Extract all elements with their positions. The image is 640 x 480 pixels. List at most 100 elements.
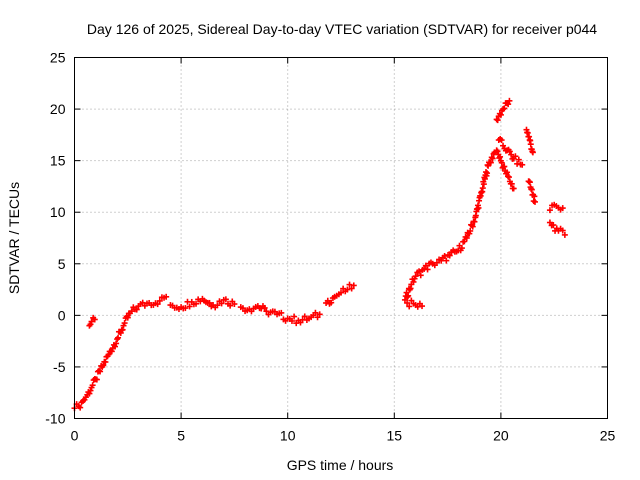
data-point <box>312 309 319 316</box>
data-point <box>193 300 200 307</box>
data-point <box>405 292 412 299</box>
data-point <box>124 314 131 321</box>
data-point <box>346 281 353 288</box>
data-point <box>412 273 419 280</box>
data-point <box>227 302 234 309</box>
data-point <box>515 156 522 163</box>
y-tick-label: 5 <box>58 256 66 272</box>
data-point <box>546 207 553 214</box>
data-point <box>422 262 429 269</box>
data-point <box>561 231 568 238</box>
data-series-segment <box>71 293 170 412</box>
data-point <box>469 223 476 230</box>
x-tick-label: 25 <box>600 428 616 444</box>
data-point <box>100 362 107 369</box>
data-point <box>128 308 135 315</box>
data-series-segment <box>167 295 238 313</box>
data-point <box>93 376 100 383</box>
data-point <box>506 148 513 155</box>
data-series-segment <box>525 178 539 205</box>
data-point <box>121 320 128 327</box>
data-point <box>186 303 193 310</box>
data-point <box>505 101 512 108</box>
data-series-segment <box>495 135 526 168</box>
data-point <box>123 313 130 320</box>
data-point <box>532 198 539 205</box>
data-point <box>461 238 468 245</box>
data-point <box>344 286 351 293</box>
data-point <box>559 227 566 234</box>
data-point <box>529 149 536 156</box>
data-point <box>163 293 170 300</box>
data-point <box>112 343 119 350</box>
x-tick-label: 20 <box>493 428 509 444</box>
data-series-segment <box>493 97 513 124</box>
data-point <box>97 368 104 375</box>
data-point <box>338 289 344 296</box>
chart-title: Day 126 of 2025, Sidereal Day-to-day VTE… <box>87 21 597 37</box>
data-series-segment <box>523 126 536 156</box>
data-point <box>108 348 115 355</box>
y-axis-label: SDTVAR / TECUs <box>6 182 22 294</box>
data-point <box>263 308 270 315</box>
data-point <box>133 306 140 313</box>
data-point <box>446 252 453 259</box>
data-point <box>463 235 470 241</box>
data-point <box>424 266 431 273</box>
data-point <box>494 117 501 124</box>
data-point <box>91 316 98 323</box>
data-point <box>550 221 557 228</box>
x-tick-label: 10 <box>280 428 296 444</box>
data-point <box>115 334 122 341</box>
data-point <box>493 147 500 154</box>
data-point <box>508 180 515 187</box>
data-point <box>487 159 494 166</box>
y-tick-label: -10 <box>45 411 65 427</box>
data-point <box>441 252 448 259</box>
data-point <box>86 390 93 397</box>
data-point <box>87 387 94 394</box>
data-point <box>498 137 505 144</box>
data-point <box>105 351 112 358</box>
data-point <box>301 313 308 320</box>
data-point <box>278 309 285 316</box>
data-series-segment <box>404 297 426 310</box>
data-point <box>501 163 508 170</box>
x-tick-label: 5 <box>177 428 185 444</box>
data-point <box>218 300 225 307</box>
data-point <box>443 257 450 264</box>
x-axis-label: GPS time / hours <box>287 457 394 473</box>
data-point <box>88 318 95 325</box>
data-point <box>214 302 221 309</box>
data-point <box>497 153 504 160</box>
data-point <box>410 278 417 285</box>
data-point <box>458 245 465 252</box>
data-point <box>408 297 415 304</box>
data-series-segment <box>546 201 566 214</box>
data-series-segment <box>237 303 323 327</box>
data-point <box>206 299 213 306</box>
data-point <box>506 97 513 104</box>
plot-frame <box>74 57 608 419</box>
data-point <box>328 299 335 306</box>
data-point <box>485 162 492 169</box>
data-point <box>348 285 355 292</box>
data-point <box>77 404 84 411</box>
data-point <box>102 359 109 366</box>
data-series-segment <box>401 149 498 303</box>
data-point <box>291 313 298 320</box>
data-series-segment <box>546 219 568 238</box>
data-series-segment <box>493 147 517 192</box>
data-point <box>510 185 517 192</box>
y-tick-label: 10 <box>50 204 66 220</box>
data-point <box>404 299 411 306</box>
data-point <box>467 227 474 234</box>
data-point <box>498 159 505 166</box>
data-point <box>531 193 538 200</box>
data-point <box>288 317 295 324</box>
data-point <box>182 305 189 312</box>
data-point <box>156 297 163 304</box>
data-point <box>154 301 161 308</box>
y-tick-label: 20 <box>50 101 66 117</box>
data-point <box>117 329 124 336</box>
